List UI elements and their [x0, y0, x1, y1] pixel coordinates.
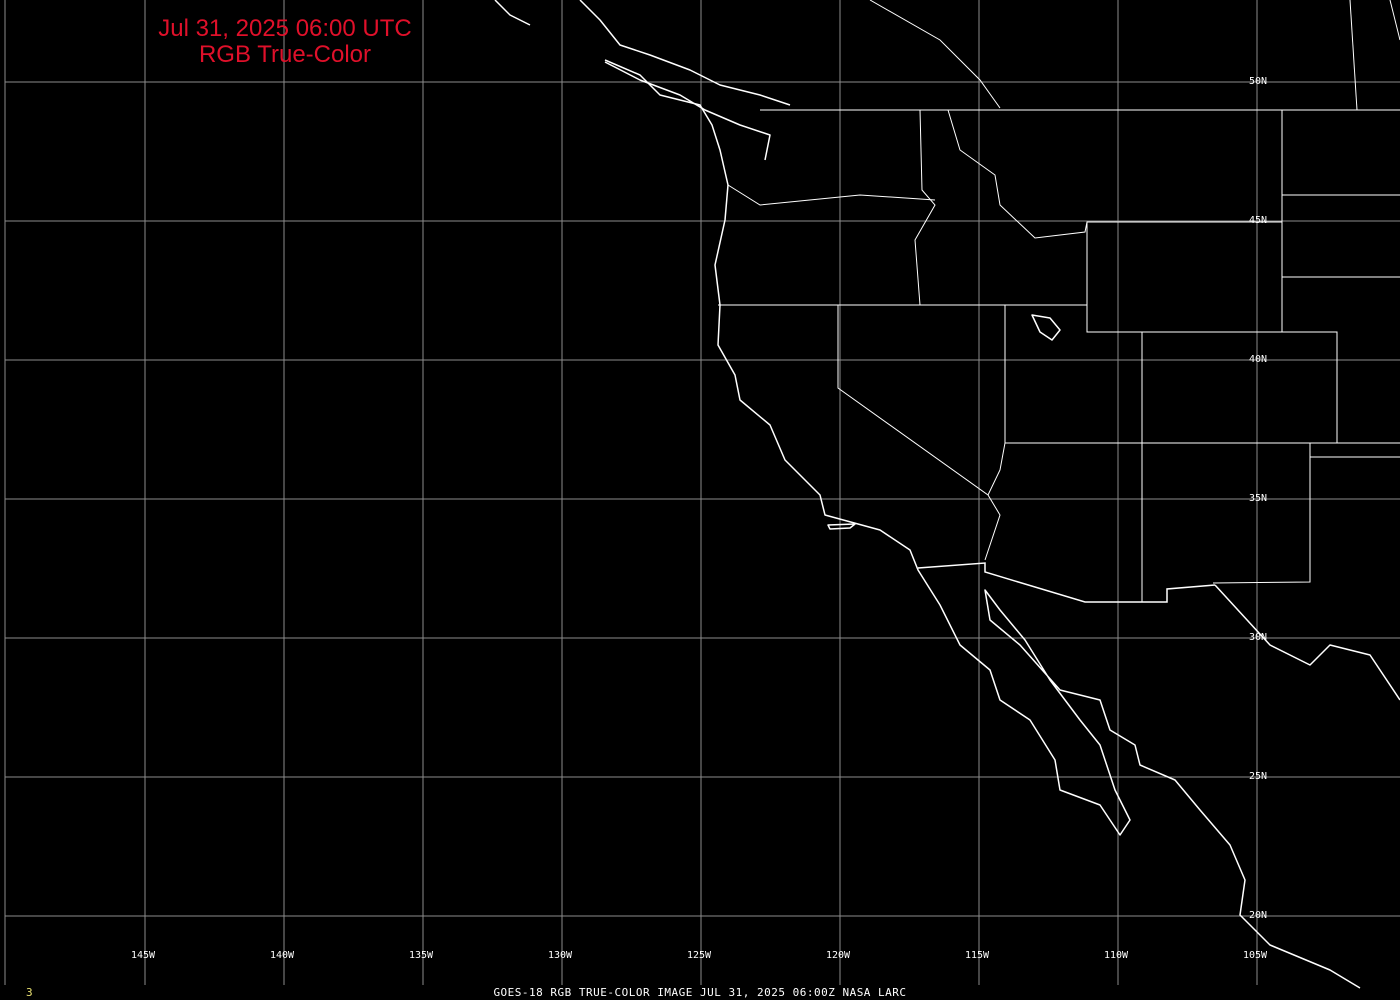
latitude-label: 35N — [1249, 493, 1268, 504]
latitude-label: 20N — [1249, 910, 1268, 921]
bc-islands — [494, 0, 531, 26]
coastlines — [494, 0, 1400, 989]
latitude-label: 50N — [1249, 76, 1268, 87]
great-salt-lake — [1031, 314, 1061, 341]
bc-coast — [579, 0, 791, 106]
latitude-label: 30N — [1249, 632, 1268, 643]
channel-islands — [827, 523, 856, 530]
longitude-label: 105W — [1243, 950, 1268, 961]
latitude-label: 45N — [1249, 215, 1268, 226]
longitude-label: 140W — [270, 950, 295, 961]
longitude-label: 110W — [1104, 950, 1129, 961]
longitude-label: 115W — [965, 950, 990, 961]
mexico-coast — [1214, 584, 1400, 701]
latitude-label: 40N — [1249, 354, 1268, 365]
west-coast — [604, 59, 1361, 989]
longitude-label: 130W — [548, 950, 573, 961]
political-borders — [718, 0, 1400, 603]
map-title-datetime: Jul 31, 2025 06:00 UTC — [158, 15, 412, 42]
vancouver-island — [604, 61, 771, 161]
longitude-label: 120W — [826, 950, 851, 961]
frame-number: 3 — [26, 986, 33, 999]
image-caption: GOES-18 RGB TRUE-COLOR IMAGE JUL 31, 202… — [493, 986, 907, 999]
latitude-label: 25N — [1249, 771, 1268, 782]
longitude-label: 135W — [409, 950, 434, 961]
map-title-product: RGB True-Color — [198, 41, 372, 68]
longitude-label: 145W — [131, 950, 156, 961]
longitude-label: 125W — [687, 950, 712, 961]
lat-lon-grid — [4, 0, 1400, 985]
